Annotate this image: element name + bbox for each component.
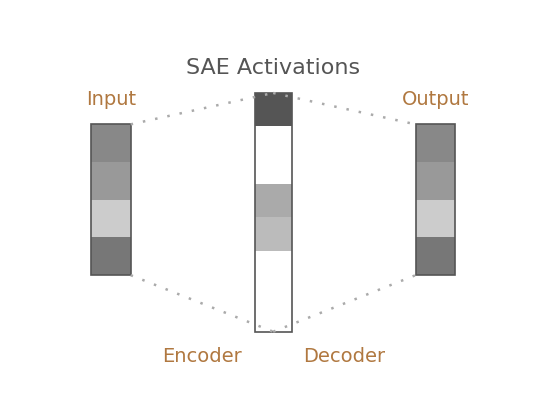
Bar [255,93,292,332]
Bar [416,200,455,237]
Bar [255,126,292,184]
Text: Encoder: Encoder [162,348,242,366]
Text: Input: Input [86,90,136,109]
Bar [416,124,455,275]
Text: Decoder: Decoder [303,348,385,366]
Bar [92,124,131,275]
Bar [92,124,131,275]
Bar [416,124,455,275]
Bar [416,237,455,275]
Bar [416,162,455,200]
Text: SAE Activations: SAE Activations [186,58,360,78]
Bar [255,93,292,332]
Bar [92,237,131,275]
Bar [255,184,292,217]
Bar [255,251,292,332]
Text: Output: Output [401,90,469,109]
Bar [255,93,292,126]
Bar [92,124,131,162]
Bar [416,124,455,162]
Bar [92,162,131,200]
Bar [255,217,292,251]
Bar [92,200,131,237]
